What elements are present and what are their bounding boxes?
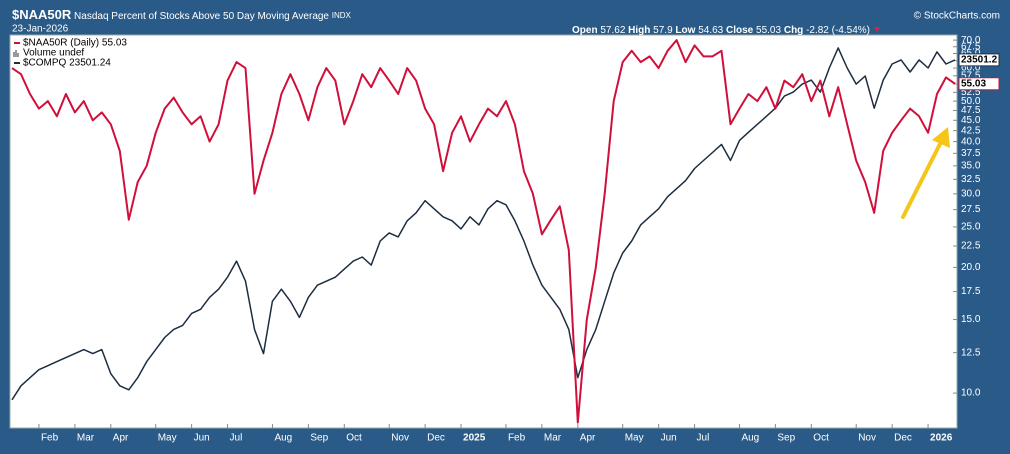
- x-tick-label: Dec: [427, 433, 445, 444]
- x-tick-label: Jun: [661, 433, 677, 444]
- series-line: [11, 39, 956, 424]
- name: Nasdaq Percent of Stocks Above 50 Day Mo…: [74, 11, 329, 22]
- quote-label: Open: [572, 25, 598, 36]
- y-tick-label: 37.5: [961, 148, 981, 159]
- y-tick-label: 17.5: [961, 286, 981, 297]
- x-tick-label: Nov: [858, 433, 876, 444]
- symbol: $NAA50R: [12, 7, 72, 22]
- x-tick-label: Aug: [274, 433, 292, 444]
- x-tick-label: Mar: [544, 433, 562, 444]
- x-tick-label: May: [158, 433, 177, 444]
- y-tick-label: 45.0: [961, 115, 981, 126]
- x-tick-label: Jul: [697, 433, 710, 444]
- x-tick-label: Aug: [741, 433, 759, 444]
- y-tick-label: 25.0: [961, 222, 981, 233]
- legend-label: $NAA50R (Daily) 55.03: [23, 38, 127, 49]
- y-tick-label: 67.5: [961, 41, 981, 52]
- y-tick-label: 32.5: [961, 174, 981, 185]
- x-tick-label: Feb: [41, 433, 59, 444]
- y-tick-label: 50.0: [961, 96, 981, 107]
- plot-area: [9, 34, 958, 429]
- y-tick-label: 52.5: [961, 87, 981, 98]
- y-tick-label: 22.5: [961, 241, 981, 252]
- x-tick-label: 2025: [463, 433, 486, 444]
- value-tag: [958, 77, 1000, 91]
- x-tick-label: 2026: [930, 433, 953, 444]
- series-line: [11, 47, 956, 401]
- down-arrow: [874, 27, 880, 32]
- y-tick-label: 12.5: [961, 347, 981, 358]
- legend: $NAA50R (Daily) 55.03 Volume undef $COMP…: [13, 38, 127, 69]
- y-tick-label: 27.5: [961, 204, 981, 215]
- x-tick-label: Jul: [230, 433, 243, 444]
- chart-title: $NAA50R Nasdaq Percent of Stocks Above 5…: [12, 7, 352, 22]
- x-tick-label: Nov: [391, 433, 409, 444]
- quote-label: Chg: [784, 25, 803, 36]
- quote-value: 55.03: [756, 25, 781, 36]
- credit: © StockCharts.com: [914, 11, 1000, 22]
- x-tick-label: Apr: [113, 433, 129, 444]
- annotation-arrow: [901, 127, 950, 219]
- y-tick-label: 20.0: [961, 262, 981, 273]
- y-tick-label: 70.0: [961, 35, 981, 46]
- quote-label: Low: [675, 25, 695, 36]
- quote-value: 54.63: [698, 25, 723, 36]
- y-tick-label: 40.0: [961, 136, 981, 147]
- x-tick-label: Dec: [894, 433, 912, 444]
- x-tick-label: Oct: [813, 433, 829, 444]
- x-tick-label: Sep: [777, 433, 795, 444]
- quote-value: -2.82 (-4.54%): [806, 25, 870, 36]
- x-tick-label: Jun: [194, 433, 210, 444]
- x-tick-label: Feb: [508, 433, 526, 444]
- quote-label: Close: [726, 25, 754, 36]
- quote-value: 57.62: [600, 25, 625, 36]
- y-tick-label: 47.5: [961, 105, 981, 116]
- date: 23-Jan-2026: [12, 24, 69, 35]
- quote: Open 57.62 High 57.9 Low 54.63 Close 55.…: [572, 25, 870, 36]
- exchange: INDX: [332, 11, 352, 20]
- quote-value: 57.9: [653, 25, 673, 36]
- legend-swatch: [13, 50, 19, 57]
- x-tick-label: Oct: [346, 433, 362, 444]
- value-tag: [958, 53, 1000, 67]
- y-tick-label: 57.5: [961, 70, 981, 81]
- x-tick-label: Mar: [77, 433, 95, 444]
- y-tick-label: 42.5: [961, 125, 981, 136]
- x-tick-label: May: [625, 433, 644, 444]
- value-label: 23501.2: [961, 55, 998, 66]
- quote-label: High: [628, 25, 650, 36]
- y-tick-label: 10.0: [961, 388, 981, 399]
- value-label: 55.03: [961, 78, 986, 89]
- y-tick-label: 15.0: [961, 314, 981, 325]
- legend-label: Volume undef: [23, 48, 84, 59]
- legend-label: $COMPQ 23501.24: [23, 58, 111, 69]
- y-tick-label: 60.0: [961, 63, 981, 74]
- y-tick-label: 30.0: [961, 188, 981, 199]
- x-tick-label: Sep: [310, 433, 328, 444]
- y-tick-label: 35.0: [961, 160, 981, 171]
- x-tick-label: Apr: [580, 433, 596, 444]
